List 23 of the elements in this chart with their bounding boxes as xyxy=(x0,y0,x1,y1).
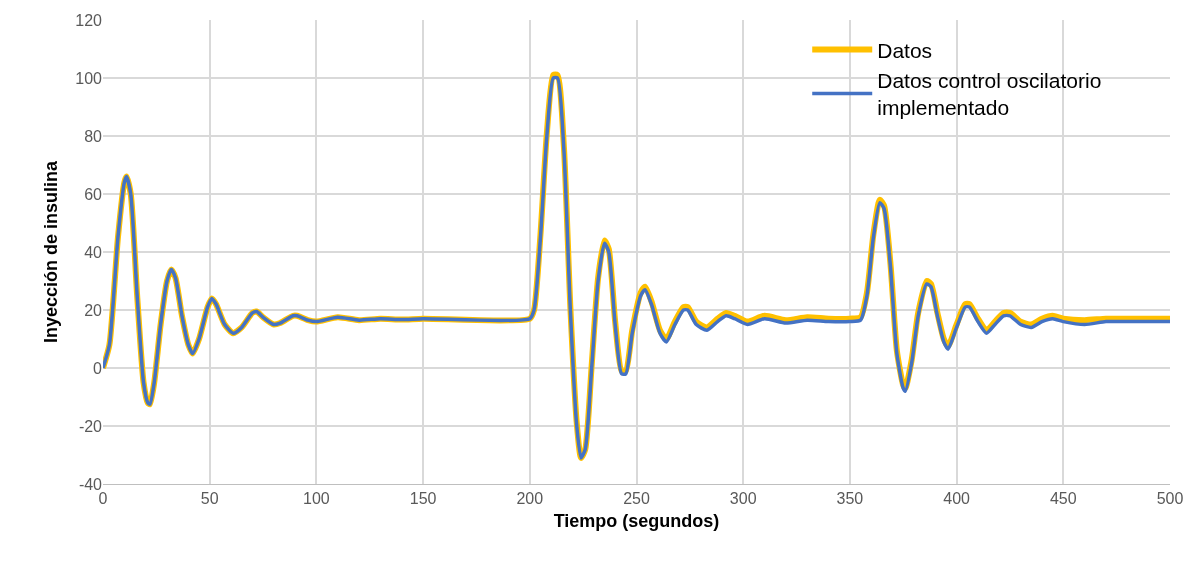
y-tick-label: 100 xyxy=(75,69,103,87)
x-axis-title: Tiempo (segundos) xyxy=(553,511,720,532)
x-tick-label: 50 xyxy=(200,490,219,508)
x-tick-label: 450 xyxy=(1049,490,1077,508)
x-tick-label: 300 xyxy=(729,490,757,508)
y-tick-label: 0 xyxy=(93,359,103,377)
x-tick-label: 350 xyxy=(836,490,864,508)
y-tick-label: 60 xyxy=(84,185,103,203)
y-tick-label: 20 xyxy=(84,301,103,319)
x-tick-label: 100 xyxy=(303,490,330,508)
x-tick-label: 200 xyxy=(516,490,544,508)
y-tick-label: -20 xyxy=(78,417,103,435)
y-tick-label: 40 xyxy=(84,243,103,261)
x-tick-label: 150 xyxy=(409,490,437,508)
x-tick-label: 400 xyxy=(943,490,971,508)
legend-label: Datos xyxy=(877,38,933,62)
x-tick-label: 250 xyxy=(623,490,650,508)
y-axis-title: Inyección de insulina xyxy=(41,159,62,344)
y-tick-label: 80 xyxy=(84,127,103,145)
legend-label: Datos control oscilatorio implementado xyxy=(877,68,1102,120)
y-tick-label: -40 xyxy=(78,475,103,493)
x-tick-label: 500 xyxy=(1156,490,1184,508)
y-tick-label: 120 xyxy=(75,11,103,29)
